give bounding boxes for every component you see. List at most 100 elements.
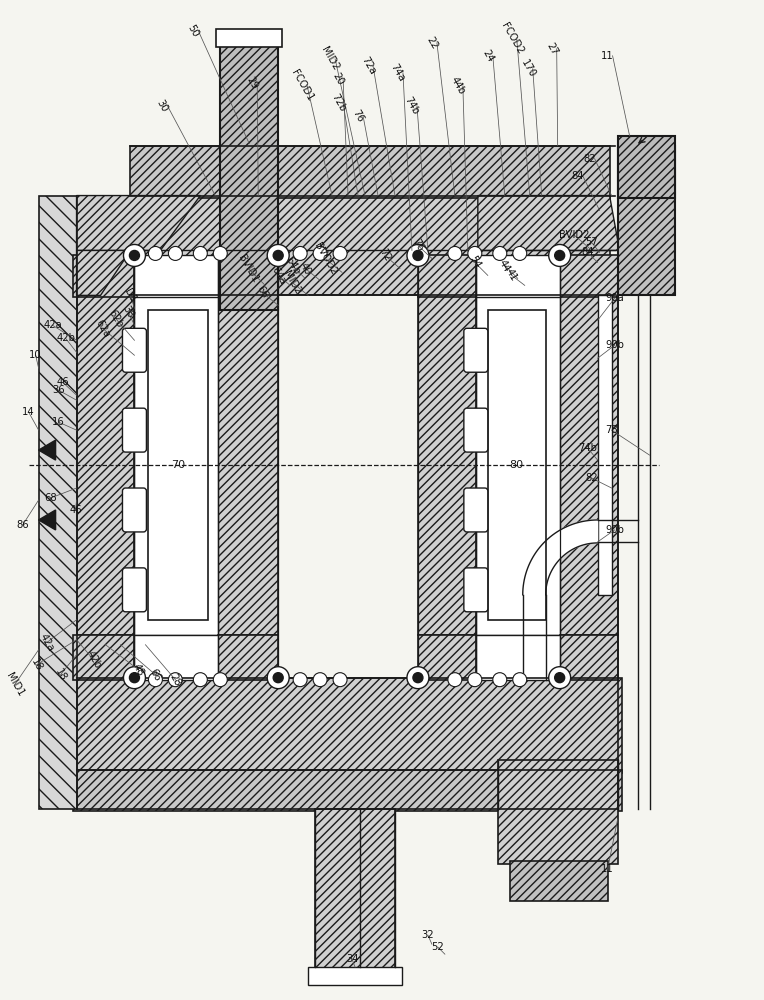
Bar: [216, 29, 282, 47]
Text: 18: 18: [29, 657, 44, 673]
Circle shape: [168, 673, 183, 687]
Bar: [220, 31, 278, 310]
Text: 42a: 42a: [44, 320, 62, 330]
Text: 28: 28: [168, 672, 183, 688]
Text: 46: 46: [57, 377, 69, 387]
Text: MID2: MID2: [281, 269, 303, 296]
Bar: [476, 255, 560, 297]
Circle shape: [413, 673, 423, 683]
Text: D1: D1: [122, 287, 138, 304]
Text: 82: 82: [585, 473, 598, 483]
Text: 14: 14: [22, 407, 35, 417]
Text: BVID1: BVID1: [236, 253, 261, 284]
Circle shape: [148, 673, 163, 687]
Circle shape: [213, 673, 227, 687]
FancyBboxPatch shape: [122, 408, 147, 452]
Text: 22: 22: [424, 35, 439, 51]
Text: 66: 66: [254, 284, 270, 300]
Text: MID2: MID2: [319, 45, 341, 72]
Text: 80: 80: [510, 460, 524, 470]
Text: 38: 38: [121, 304, 136, 320]
Text: 50: 50: [186, 23, 201, 39]
Bar: [476, 635, 560, 680]
Polygon shape: [523, 520, 597, 595]
Text: 74b: 74b: [578, 443, 597, 453]
Bar: [510, 861, 607, 901]
Bar: [219, 255, 278, 297]
Bar: [134, 295, 219, 635]
Polygon shape: [76, 250, 131, 295]
Bar: [219, 295, 278, 635]
Text: 62b: 62b: [106, 308, 125, 329]
Circle shape: [468, 246, 482, 260]
Circle shape: [493, 673, 507, 687]
Circle shape: [293, 673, 307, 687]
Text: 78: 78: [605, 425, 618, 435]
Bar: [131, 196, 610, 295]
Bar: [418, 635, 476, 680]
FancyBboxPatch shape: [464, 488, 487, 532]
Text: 32: 32: [422, 930, 434, 940]
Bar: [131, 146, 610, 198]
Text: 62a: 62a: [93, 318, 112, 339]
Text: 36: 36: [52, 385, 65, 395]
Circle shape: [274, 250, 283, 260]
Text: 46: 46: [70, 505, 82, 515]
Text: 42b: 42b: [56, 333, 75, 343]
Circle shape: [274, 673, 283, 683]
Text: 64b: 64b: [283, 255, 301, 276]
Text: 18: 18: [53, 667, 68, 683]
Bar: [134, 255, 219, 297]
FancyBboxPatch shape: [464, 568, 487, 612]
Polygon shape: [39, 510, 56, 530]
Circle shape: [193, 246, 207, 260]
Text: 52: 52: [432, 942, 445, 952]
Text: 84: 84: [581, 247, 594, 257]
Circle shape: [407, 667, 429, 689]
Text: 90b: 90b: [605, 340, 624, 350]
Circle shape: [549, 667, 571, 689]
Circle shape: [549, 244, 571, 266]
Circle shape: [555, 673, 565, 683]
Circle shape: [313, 673, 327, 687]
Circle shape: [513, 246, 526, 260]
Text: 70: 70: [171, 460, 186, 470]
Circle shape: [333, 246, 347, 260]
Text: 24: 24: [481, 48, 495, 64]
Bar: [476, 295, 560, 635]
Bar: [498, 760, 617, 864]
Text: 29: 29: [244, 75, 260, 91]
Text: 76: 76: [351, 108, 365, 124]
Text: 72b: 72b: [329, 92, 347, 113]
Bar: [148, 310, 209, 620]
Bar: [418, 295, 476, 635]
Text: MID1: MID1: [4, 671, 25, 698]
Circle shape: [148, 246, 163, 260]
Bar: [73, 255, 134, 297]
Bar: [73, 678, 622, 773]
Text: 72a: 72a: [359, 55, 377, 76]
Bar: [597, 295, 611, 595]
Text: 90b: 90b: [605, 525, 624, 535]
Bar: [560, 635, 617, 680]
Circle shape: [555, 250, 565, 260]
Bar: [134, 635, 219, 680]
Circle shape: [293, 246, 307, 260]
Bar: [308, 967, 402, 985]
FancyBboxPatch shape: [122, 328, 147, 372]
Text: 30: 30: [155, 98, 170, 114]
Text: 74a: 74a: [389, 62, 407, 83]
Text: 44: 44: [497, 258, 512, 273]
Bar: [39, 196, 76, 809]
Circle shape: [448, 246, 462, 260]
Text: 72: 72: [377, 247, 393, 263]
Circle shape: [129, 673, 140, 683]
Text: 57: 57: [585, 237, 598, 247]
Bar: [617, 146, 675, 295]
Circle shape: [168, 246, 183, 260]
Text: 41: 41: [504, 267, 520, 283]
Circle shape: [407, 244, 429, 266]
Bar: [219, 635, 278, 680]
Bar: [487, 310, 545, 620]
Text: 74b: 74b: [403, 95, 421, 116]
